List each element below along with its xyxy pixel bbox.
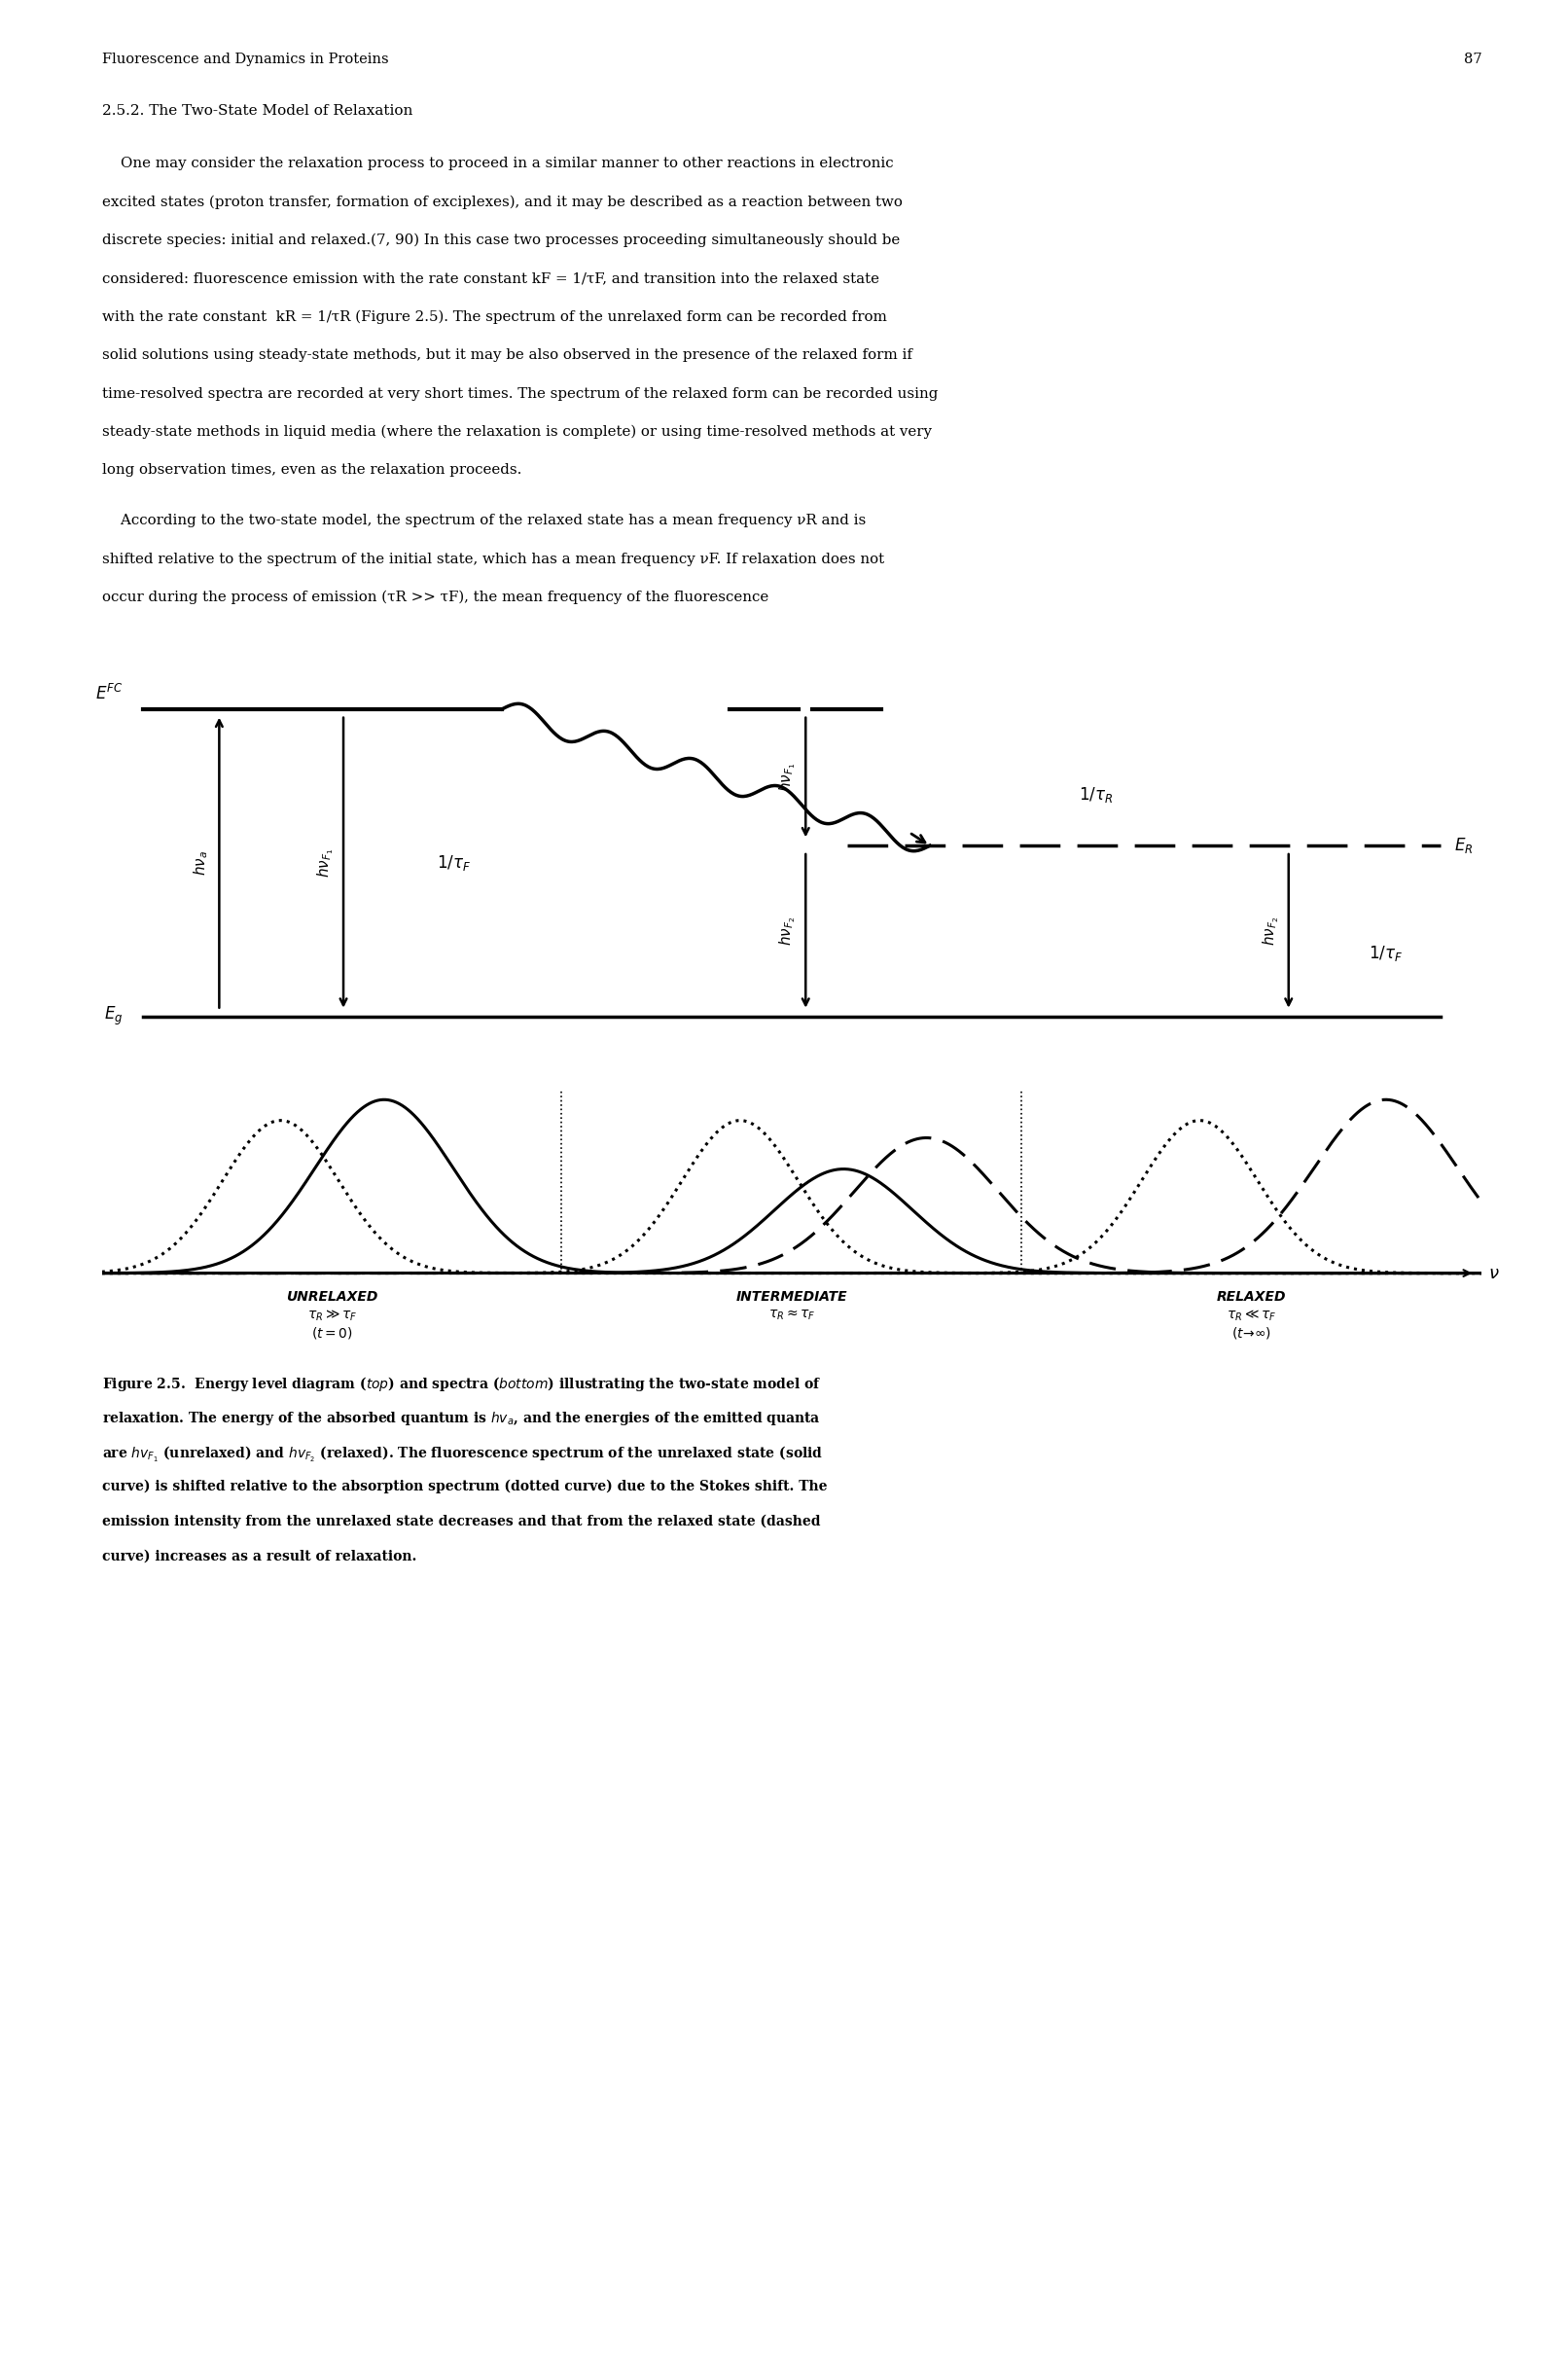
Text: shifted relative to the spectrum of the initial state, which has a mean frequenc: shifted relative to the spectrum of the …	[102, 552, 884, 566]
Text: $E^{FC}$: $E^{FC}$	[96, 685, 122, 704]
Text: $1/\tau_F$: $1/\tau_F$	[1369, 943, 1402, 965]
Text: curve) increases as a result of relaxation.: curve) increases as a result of relaxati…	[102, 1550, 417, 1564]
Text: steady-state methods in liquid media (where the relaxation is complete) or using: steady-state methods in liquid media (wh…	[102, 424, 931, 438]
Text: $\tau_R\gg\tau_F$: $\tau_R\gg\tau_F$	[307, 1308, 358, 1322]
Text: 2.5.2. The Two-State Model of Relaxation: 2.5.2. The Two-State Model of Relaxation	[102, 104, 412, 119]
Text: UNRELAXED: UNRELAXED	[287, 1292, 378, 1304]
Text: $1/\tau_F$: $1/\tau_F$	[437, 853, 470, 872]
Text: 87: 87	[1463, 52, 1482, 66]
Text: $E_g$: $E_g$	[103, 1005, 122, 1029]
Text: with the rate constant  kR = 1/τR (Figure 2.5). The spectrum of the unrelaxed fo: with the rate constant kR = 1/τR (Figure…	[102, 310, 887, 325]
Text: Fluorescence and Dynamics in Proteins: Fluorescence and Dynamics in Proteins	[102, 52, 389, 66]
Text: INTERMEDIATE: INTERMEDIATE	[735, 1292, 848, 1304]
Text: occur during the process of emission (τR >> τF), the mean frequency of the fluor: occur during the process of emission (τR…	[102, 590, 768, 604]
Text: $(t=0)$: $(t=0)$	[312, 1325, 353, 1341]
Text: $\tau_R\approx\tau_F$: $\tau_R\approx\tau_F$	[768, 1308, 815, 1322]
Text: $1/\tau_R$: $1/\tau_R$	[1079, 784, 1113, 803]
Text: considered: fluorescence emission with the rate constant kF = 1/τF, and transiti: considered: fluorescence emission with t…	[102, 273, 880, 284]
Text: $h\nu_{F_2}$: $h\nu_{F_2}$	[1261, 917, 1281, 946]
Text: discrete species: initial and relaxed.(7, 90) In this case two processes proceed: discrete species: initial and relaxed.(7…	[102, 232, 900, 246]
Text: $h\nu_a$: $h\nu_a$	[193, 851, 210, 875]
Text: curve) is shifted relative to the absorption spectrum (dotted curve) due to the : curve) is shifted relative to the absorp…	[102, 1479, 826, 1493]
Text: time-resolved spectra are recorded at very short times. The spectrum of the rela: time-resolved spectra are recorded at ve…	[102, 386, 938, 401]
Text: solid solutions using steady-state methods, but it may be also observed in the p: solid solutions using steady-state metho…	[102, 348, 913, 363]
Text: $\nu$: $\nu$	[1488, 1263, 1501, 1282]
Text: RELAXED: RELAXED	[1217, 1292, 1286, 1304]
Text: excited states (proton transfer, formation of exciplexes), and it may be describ: excited states (proton transfer, formati…	[102, 194, 902, 209]
Text: $(t\!\to\!\infty)$: $(t\!\to\!\infty)$	[1231, 1325, 1272, 1341]
Text: are $hv_{F_1}$ (unrelaxed) and $hv_{F_2}$ (relaxed). The fluorescence spectrum o: are $hv_{F_1}$ (unrelaxed) and $hv_{F_2}…	[102, 1446, 823, 1465]
Text: $h\nu_{F_2}$: $h\nu_{F_2}$	[778, 917, 798, 946]
Text: relaxation. The energy of the absorbed quantum is $hv_a$, and the energies of th: relaxation. The energy of the absorbed q…	[102, 1410, 820, 1427]
Text: One may consider the relaxation process to proceed in a similar manner to other : One may consider the relaxation process …	[102, 156, 894, 171]
Text: emission intensity from the unrelaxed state decreases and that from the relaxed : emission intensity from the unrelaxed st…	[102, 1514, 820, 1529]
Text: $\tau_R\ll\tau_F$: $\tau_R\ll\tau_F$	[1226, 1308, 1276, 1322]
Text: $E_R$: $E_R$	[1454, 837, 1472, 856]
Text: According to the two-state model, the spectrum of the relaxed state has a mean f: According to the two-state model, the sp…	[102, 514, 866, 529]
Text: Figure 2.5.  Energy level diagram ($top$) and spectra ($bottom$) illustrating th: Figure 2.5. Energy level diagram ($top$)…	[102, 1375, 822, 1394]
Text: long observation times, even as the relaxation proceeds.: long observation times, even as the rela…	[102, 465, 522, 476]
Text: $h\nu_{F_1}$: $h\nu_{F_1}$	[778, 763, 798, 792]
Text: $h\nu_{F_1}$: $h\nu_{F_1}$	[315, 848, 336, 877]
